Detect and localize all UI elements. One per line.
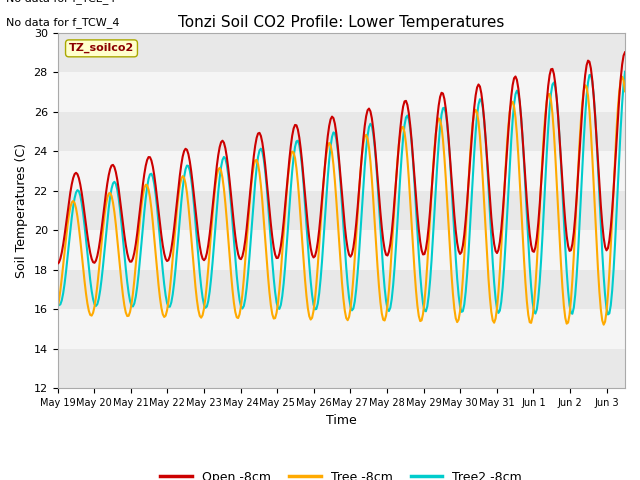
Text: No data for f_TCW_4: No data for f_TCW_4 [6,17,120,28]
Y-axis label: Soil Temperatures (C): Soil Temperatures (C) [15,143,28,278]
Bar [58,349,625,388]
Title: Tonzi Soil CO2 Profile: Lower Temperatures: Tonzi Soil CO2 Profile: Lower Temperatur… [178,15,504,30]
Text: TZ_soilco2: TZ_soilco2 [69,43,134,53]
Text: No data for f_TCE_4: No data for f_TCE_4 [6,0,116,4]
Bar [58,309,625,349]
Legend: Open -8cm, Tree -8cm, Tree2 -8cm: Open -8cm, Tree -8cm, Tree2 -8cm [156,466,527,480]
Bar [58,270,625,309]
Bar [58,191,625,230]
Bar [58,151,625,191]
Bar [58,72,625,112]
Bar [58,230,625,270]
Bar [58,33,625,72]
Bar [58,112,625,151]
X-axis label: Time: Time [326,414,356,427]
